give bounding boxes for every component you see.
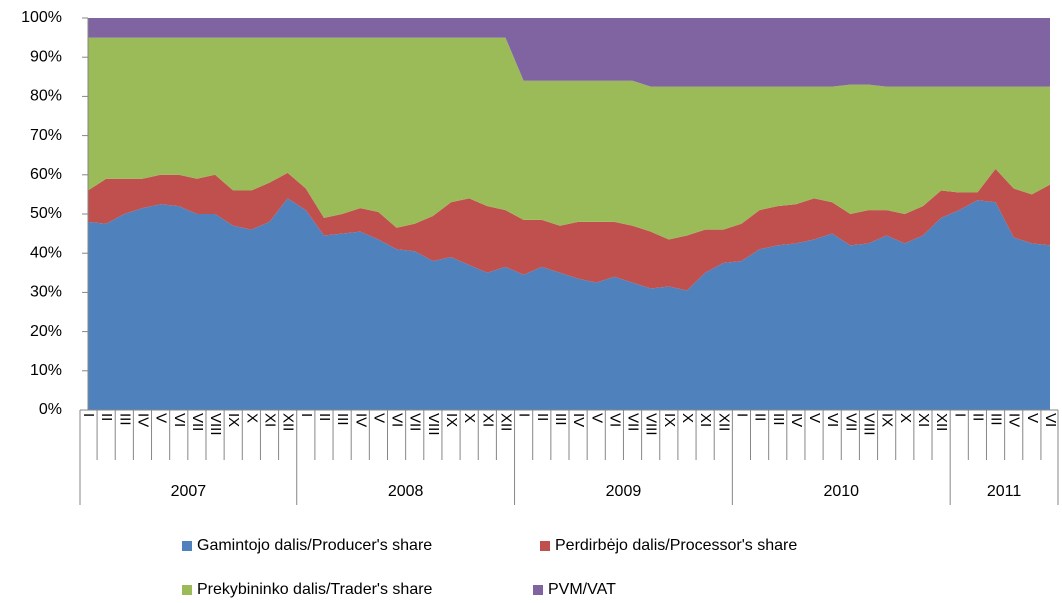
x-tick-label: X [243,413,260,423]
x-tick-label: III [116,413,133,426]
y-tick-label: 90% [30,48,62,65]
x-tick-label: VII [189,413,206,431]
x-tick-label: II [534,413,551,421]
x-tick-label: I [80,413,97,417]
x-group-label: 2009 [606,483,642,500]
y-tick-label: 50% [30,205,62,222]
x-tick-label: VI [171,413,188,427]
x-tick-label: V [1024,413,1041,423]
x-tick-label: XII [715,413,732,431]
x-tick-label: IX [443,413,460,427]
x-tick-label: IX [661,413,678,427]
x-tick-label: X [461,413,478,423]
x-tick-label: II [752,413,769,421]
legend-marker [540,541,550,551]
x-tick-label: VIII [425,413,442,436]
y-tick-label: 60% [30,166,62,183]
x-tick-label: VII [842,413,859,431]
x-tick-label: V [806,413,823,423]
area [88,168,1050,291]
x-tick-label: VI [389,413,406,427]
x-tick-label: X [679,413,696,423]
y-tick-label: 100% [21,9,62,26]
x-tick-label: VII [625,413,642,431]
x-tick-label: III [770,413,787,426]
x-tick-label: VI [606,413,623,427]
y-tick-label: 30% [30,284,62,301]
y-tick-label: 20% [30,323,62,340]
y-tick-label: 80% [30,88,62,105]
x-tick-label: V [370,413,387,423]
x-tick-label: II [316,413,333,421]
x-tick-label: I [516,413,533,417]
x-tick-label: II [98,413,115,421]
x-tick-label: III [552,413,569,426]
legend-marker [182,585,192,595]
area [88,18,1050,87]
y-tick-label: 10% [30,362,62,379]
x-tick-label: V [153,413,170,423]
legend-marker [182,541,192,551]
y-tick-label: 40% [30,244,62,261]
x-tick-label: III [988,413,1005,426]
x-tick-label: XII [280,413,297,431]
x-tick-label: VI [824,413,841,427]
x-tick-label: VIII [643,413,660,436]
x-tick-label: I [733,413,750,417]
x-tick-label: XII [933,413,950,431]
y-tick-label: 70% [30,127,62,144]
x-tick-label: I [298,413,315,417]
x-group-label: 2007 [171,483,207,500]
legend-label: PVM/VAT [548,581,616,598]
x-tick-label: VII [407,413,424,431]
x-group-label: 2008 [388,483,424,500]
legend-marker [533,585,543,595]
x-tick-label: IX [225,413,242,427]
x-tick-label: V [588,413,605,423]
x-tick-label: II [969,413,986,421]
x-tick-label: III [334,413,351,426]
x-group-label: 2011 [987,483,1022,500]
area [88,198,1050,410]
x-group-label: 2010 [823,483,859,500]
x-tick-label: X [897,413,914,423]
x-tick-label: XI [262,413,279,427]
x-tick-label: VIII [861,413,878,436]
x-tick-label: VI [1042,413,1059,427]
area [88,37,1050,240]
x-tick-label: I [951,413,968,417]
x-tick-label: XI [479,413,496,427]
x-tick-label: IX [879,413,896,427]
x-tick-label: XI [915,413,932,427]
x-tick-label: IV [134,413,151,427]
x-tick-label: IV [570,413,587,427]
legend-label: Gamintojo dalis/Producer's share [197,537,432,554]
x-tick-label: IV [1006,413,1023,427]
legend-label: Prekybininko dalis/Trader's share [197,581,433,598]
legend-label: Perdirbėjo dalis/Processor's share [555,537,797,554]
x-tick-label: XI [697,413,714,427]
x-tick-label: IV [788,413,805,427]
x-tick-label: VIII [207,413,224,436]
y-tick-label: 0% [39,401,62,418]
x-tick-label: XII [498,413,515,431]
x-tick-label: IV [352,413,369,427]
